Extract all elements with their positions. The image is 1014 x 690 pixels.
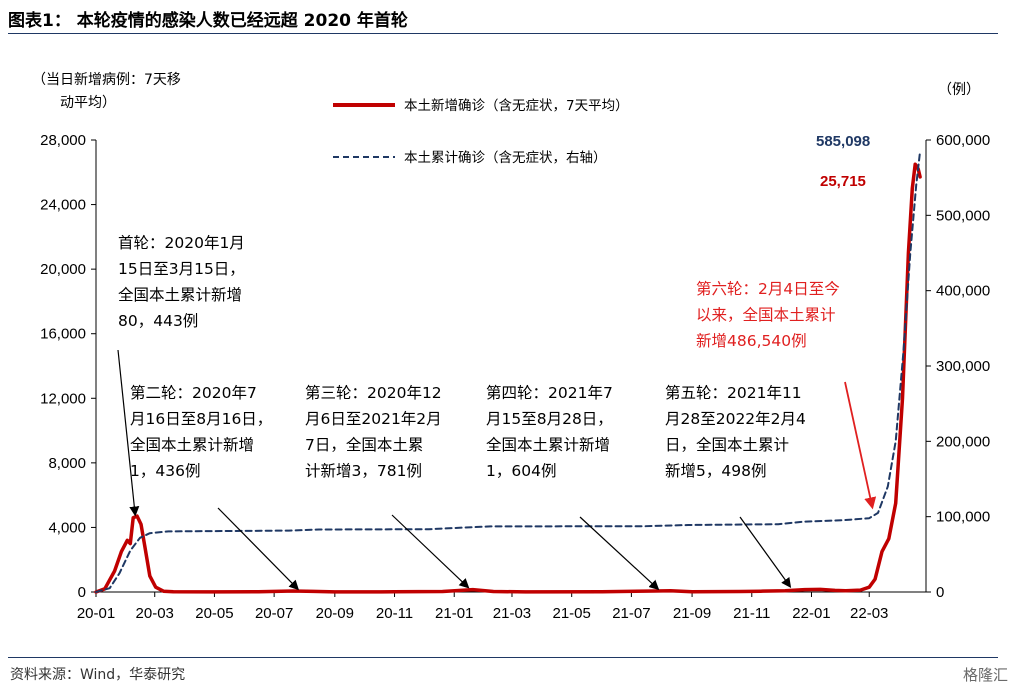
left-axis-unit-line1: （当日新增病例：7天移 <box>32 72 181 88</box>
left-tick-label: 24,000 <box>40 197 86 214</box>
annotation-wave6-arrow <box>844 381 877 510</box>
x-tick-label: 21-11 <box>733 605 770 622</box>
end-label-cumulative: 585,098 <box>816 133 870 150</box>
x-tick-label: 21-03 <box>493 605 531 622</box>
left-tick-label: 20,000 <box>40 261 86 278</box>
right-axis-ticks: 0 100,000 200,000 300,000 400,000 500,000 600,… <box>926 132 990 601</box>
right-tick-label: 500,000 <box>936 207 990 224</box>
x-tick-label: 22-03 <box>850 605 888 622</box>
annotation-wave5-arrow <box>739 516 792 588</box>
annotation-wave3-line: 计新增3，781例 <box>305 462 422 480</box>
right-tick-label: 300,000 <box>936 358 990 375</box>
right-tick-label: 0 <box>936 584 944 601</box>
annotation-wave1-line: 全国本土累计新增 <box>118 286 242 304</box>
left-tick-label: 12,000 <box>40 390 86 407</box>
series-layer <box>94 150 922 594</box>
right-axis-unit: （例） <box>938 82 980 98</box>
bottom-rule <box>8 657 998 658</box>
annotation-wave2-line: 月16日至8月16日， <box>130 410 272 428</box>
x-tick-label: 20-09 <box>316 605 354 622</box>
x-tick-label: 21-05 <box>552 605 590 622</box>
annotation-wave1-arrow <box>117 349 140 517</box>
left-axis-unit-line2: 动平均） <box>60 95 116 111</box>
right-tick-label: 400,000 <box>936 283 990 300</box>
source-note: 资料来源：Wind，华泰研究 <box>10 667 186 683</box>
right-tick-label: 200,000 <box>936 433 990 450</box>
annotation-wave1-line: 首轮：2020年1月 <box>118 234 245 252</box>
annotation-wave5-line: 第五轮：2021年11 <box>665 384 802 402</box>
annotation-wave1-line: 80，443例 <box>118 312 198 330</box>
legend-daily-label: 本土新增确诊（含无症状，7天平均） <box>404 98 629 114</box>
daily-new-cases-line <box>94 162 922 594</box>
cumulative-cases-line <box>95 150 922 593</box>
left-tick-label: 4,000 <box>48 519 86 536</box>
x-tick-label: 20-01 <box>77 605 115 622</box>
annotation-wave3-line: 7日，全国本土累 <box>305 436 423 454</box>
annotation-wave5-line: 新增5，498例 <box>665 462 766 480</box>
annotation-wave5-line: 日，全国本土累计 <box>665 436 789 454</box>
annotation-wave3-line: 第三轮：2020年12 <box>305 384 442 402</box>
left-tick-label: 0 <box>78 584 86 601</box>
x-tick-label: 20-05 <box>195 605 233 622</box>
left-tick-label: 8,000 <box>48 455 86 472</box>
annotation-wave6-line: 新增486,540例 <box>696 332 807 350</box>
right-tick-label: 100,000 <box>936 509 990 526</box>
annotation-wave2-arrow <box>217 507 300 591</box>
right-tick-label: 600,000 <box>936 132 990 149</box>
legend-cumulative-label: 本土累计确诊（含无症状，右轴） <box>404 150 607 166</box>
title-rule <box>8 33 998 34</box>
x-tick-label: 20-07 <box>255 605 293 622</box>
annotation-layer: 首轮：2020年1月 15日至3月15日， 全国本土累计新增 80，443例第二轮：2… <box>117 234 877 591</box>
x-tick-label: 22-01 <box>792 605 830 622</box>
x-tick-label: 21-09 <box>673 605 711 622</box>
annotation-wave4-line: 1，604例 <box>486 462 556 480</box>
x-tick-label: 20-11 <box>376 605 413 622</box>
annotation-wave1-line: 15日至3月15日， <box>118 260 245 278</box>
annotation-wave2-line: 1，436例 <box>130 462 200 480</box>
logo: 格隆汇 <box>962 666 1008 684</box>
annotation-wave4-arrow <box>579 516 660 591</box>
annotation-wave3-line: 月6日至2021年2月 <box>305 410 442 428</box>
x-tick-label: 21-07 <box>612 605 650 622</box>
x-axis-ticks: 20-01 20-03 20-05 20-07 20-09 20-11 21-01 21-03… <box>77 592 888 622</box>
annotation-wave6-line: 以来，全国本土累计 <box>696 306 836 324</box>
left-tick-label: 28,000 <box>40 132 86 149</box>
x-tick-label: 20-03 <box>136 605 174 622</box>
x-tick-label: 21-01 <box>435 605 473 622</box>
annotation-wave2-line: 第二轮：2020年7 <box>130 384 257 402</box>
annotation-wave4-line: 全国本土累计新增 <box>486 436 610 454</box>
left-tick-label: 16,000 <box>40 326 86 343</box>
figure-title: 图表1： 本轮疫情的感染人数已经远超 2020 年首轮 <box>8 11 408 31</box>
annotation-wave2-line: 全国本土累计新增 <box>130 436 254 454</box>
annotation-wave4-line: 第四轮：2021年7 <box>486 384 613 402</box>
end-label-daily: 25,715 <box>820 173 866 190</box>
annotation-wave6-line: 第六轮：2月4日至今 <box>696 280 840 298</box>
annotation-wave3-arrow <box>391 514 470 589</box>
annotation-wave5-line: 月28至2022年2月4 <box>665 410 806 428</box>
left-axis-ticks: 0 4,000 8,000 12,000 16,000 20,000 24,000 28,00… <box>40 132 96 601</box>
annotation-wave4-line: 月15至8月28日， <box>486 410 613 428</box>
